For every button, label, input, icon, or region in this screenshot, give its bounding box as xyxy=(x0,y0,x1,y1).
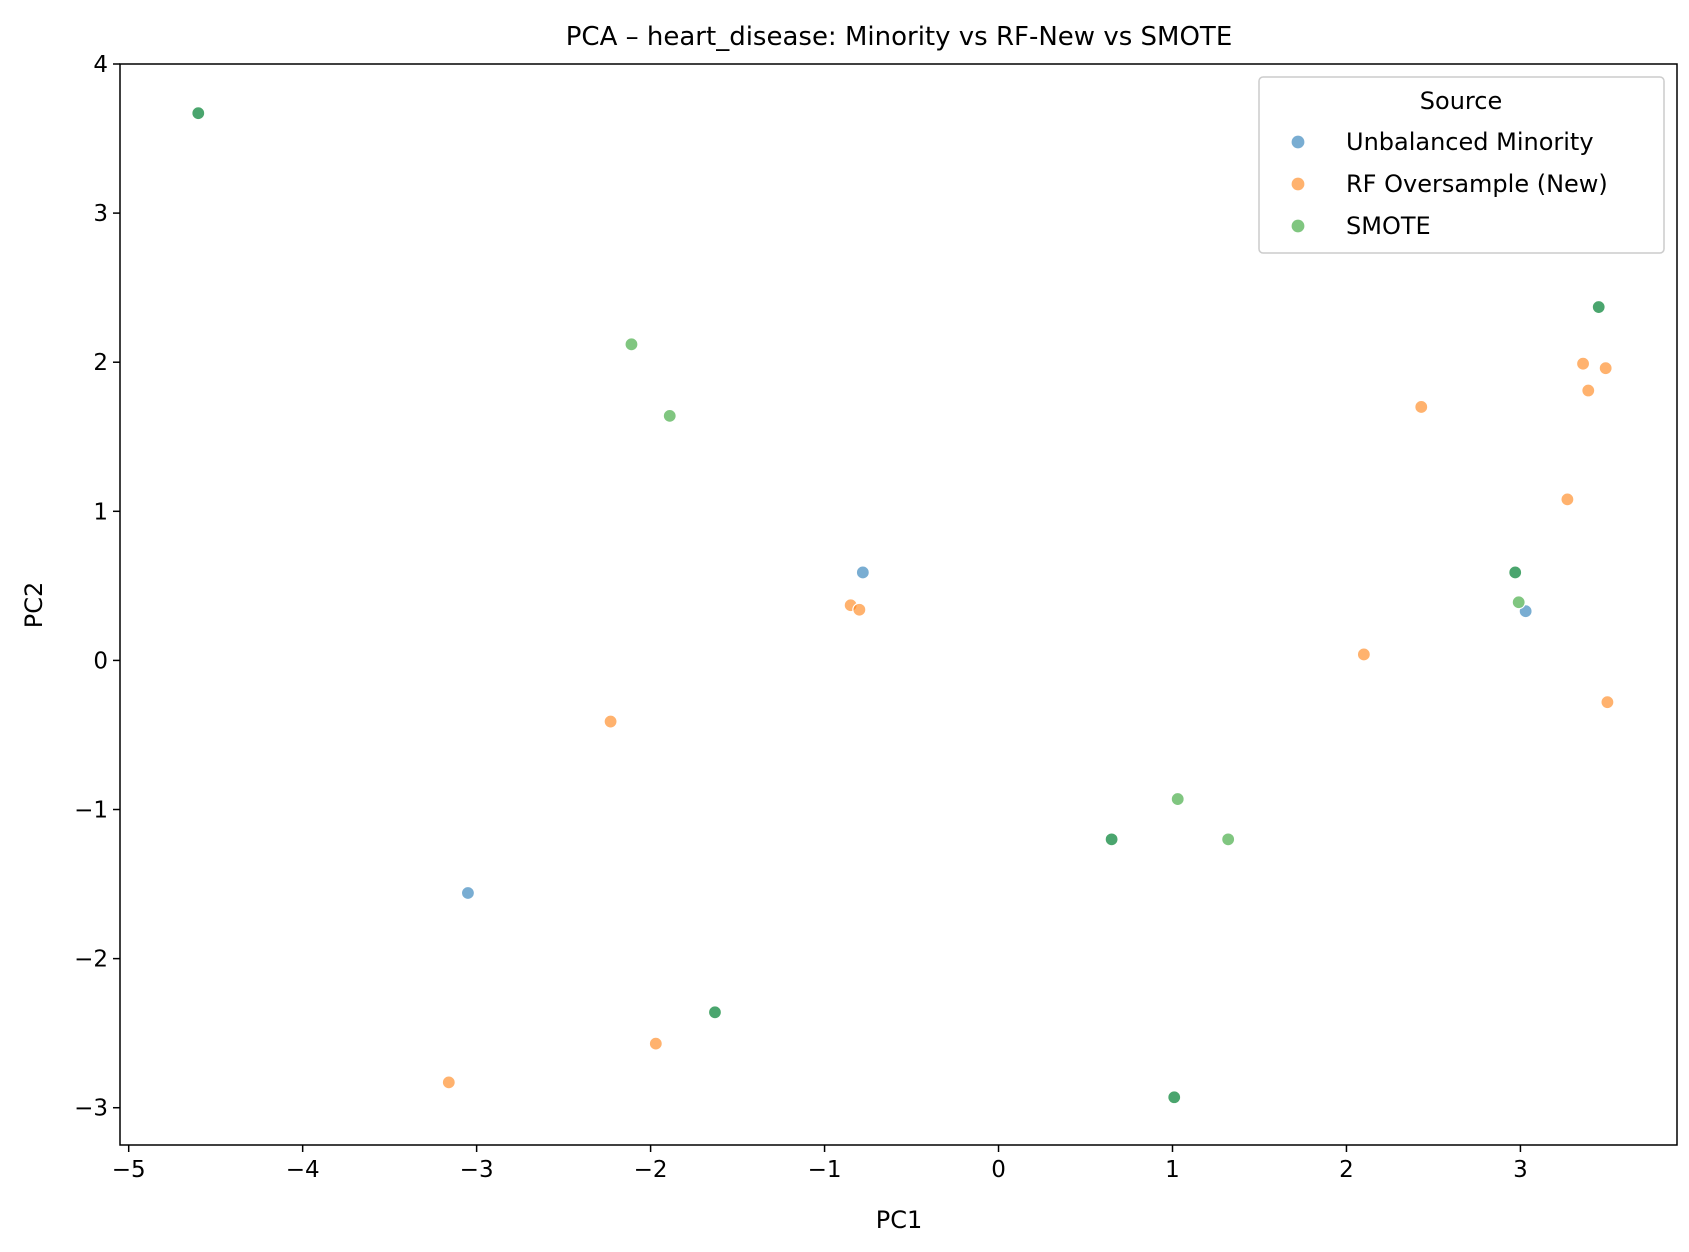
y-tick-label: 1 xyxy=(93,499,108,525)
data-point xyxy=(855,565,870,580)
legend-box xyxy=(1258,76,1665,254)
legend-entry: RF Oversample (New) xyxy=(1290,170,1608,198)
y-tick-label: −3 xyxy=(74,1096,108,1122)
data-point xyxy=(662,408,677,423)
data-point xyxy=(1600,695,1615,710)
x-tick-label: 2 xyxy=(1339,1157,1354,1183)
x-tick-label: −4 xyxy=(286,1157,320,1183)
legend-label: SMOTE xyxy=(1346,212,1431,240)
data-point xyxy=(1591,299,1606,315)
y-tick-label: 0 xyxy=(93,648,108,674)
legend-entry: SMOTE xyxy=(1290,212,1431,240)
data-point xyxy=(460,885,476,901)
data-point xyxy=(624,337,639,352)
data-point xyxy=(1511,595,1526,610)
legend-title: Source xyxy=(1420,87,1502,115)
data-point xyxy=(1104,832,1119,847)
legend-entry: Unbalanced Minority xyxy=(1290,128,1594,156)
y-tick-label: 4 xyxy=(93,52,108,78)
y-axis: −3 −2 −1 0 1 2 3 4 xyxy=(74,52,120,1122)
y-tick-label: −1 xyxy=(74,798,108,824)
x-tick-label: −3 xyxy=(460,1157,494,1183)
data-point xyxy=(1560,492,1575,507)
data-point xyxy=(1221,832,1236,847)
data-point xyxy=(707,1005,723,1020)
y-tick-label: 3 xyxy=(93,201,108,227)
data-point xyxy=(1167,1090,1182,1105)
legend-marker xyxy=(1290,218,1306,234)
y-tick-label: 2 xyxy=(93,350,108,376)
legend-label: RF Oversample (New) xyxy=(1346,170,1608,198)
data-point xyxy=(191,106,206,121)
legend-marker xyxy=(1290,134,1306,150)
y-axis-label: PC2 xyxy=(20,582,48,629)
data-point xyxy=(1170,791,1185,807)
data-point xyxy=(852,602,867,617)
legend-entries: Unbalanced Minority RF Oversample (New) SM… xyxy=(1290,128,1608,240)
x-tick-label: −5 xyxy=(112,1157,146,1183)
x-tick-label: −2 xyxy=(634,1157,668,1183)
x-tick-label: 0 xyxy=(991,1157,1006,1183)
x-tick-label: −1 xyxy=(808,1157,842,1183)
data-point xyxy=(603,714,618,729)
data-point xyxy=(1414,399,1429,415)
data-point xyxy=(1508,565,1523,580)
data-point xyxy=(1581,383,1596,398)
data-point xyxy=(1598,361,1613,376)
points-layer xyxy=(191,106,1615,1105)
data-point xyxy=(648,1036,663,1051)
x-axis: −5 −4 −3 −2 −1 0 1 2 3 xyxy=(112,1145,1528,1183)
legend-marker xyxy=(1290,176,1306,192)
x-tick-label: 1 xyxy=(1165,1157,1180,1183)
chart-title: PCA – heart_disease: Minority vs RF-New … xyxy=(566,22,1233,52)
series-2 xyxy=(441,356,1615,1090)
data-point xyxy=(1356,647,1371,662)
series-3 xyxy=(191,106,1606,1105)
legend: Source Unbalanced Minority RF Oversample … xyxy=(1258,76,1665,254)
data-point xyxy=(441,1075,456,1090)
y-tick-label: −2 xyxy=(74,947,108,973)
x-axis-label: PC1 xyxy=(876,1206,923,1234)
data-point xyxy=(1575,356,1591,371)
plot-area-frame xyxy=(119,63,1678,1146)
legend-label: Unbalanced Minority xyxy=(1346,128,1594,156)
x-tick-label: 3 xyxy=(1513,1157,1528,1183)
